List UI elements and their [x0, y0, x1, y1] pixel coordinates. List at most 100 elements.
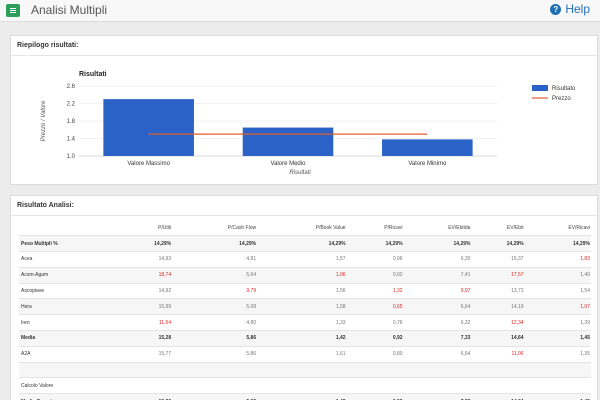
table-row: Media Campione15,285,861,420,927,3314,64… [19, 393, 591, 400]
app-title: Analisi Multipli [31, 3, 108, 17]
column-header: EV/Ebit [506, 224, 524, 231]
table-cell: 1,45 [524, 330, 591, 347]
table-row: Hera 15,99 5,08 1,58 0,65 6,64 14,19 1,07 [19, 298, 591, 315]
chart-title: Risultati [79, 71, 107, 78]
table-cell [403, 361, 472, 378]
table-cell [524, 361, 591, 378]
table-cell: 1,57 [257, 251, 347, 268]
x-tick-label: Valore Massimo [127, 161, 170, 167]
row-label: Iren [19, 314, 119, 331]
table-cell: 1,07 [524, 298, 591, 315]
legend-line-label: Prezzo [552, 96, 571, 102]
analysis-panel: Risultato Analisi: P/Utili P/Cash Flow P/B… [10, 195, 598, 400]
table-cell [257, 361, 347, 378]
column-header: EV/Ebitda [448, 224, 471, 231]
table-cell: 17,57 [471, 266, 525, 284]
table-cell: 1,61 [257, 345, 347, 363]
y-tick-label: 2.2 [67, 102, 76, 108]
table-cell: 5,86 [172, 393, 258, 400]
table-cell: 5,86 [172, 345, 258, 363]
table-cell: 14,29% [524, 235, 591, 252]
x-tick-label: Valore Medio [271, 161, 307, 167]
table-cell: 13,73 [471, 282, 525, 299]
table-cell: 4,80 [172, 314, 258, 331]
summary-panel: Riepilogo risultati: Risultati Prezzo / … [10, 35, 598, 185]
table-cell: 1,42 [257, 393, 347, 400]
table-cell: 9,79 [172, 282, 258, 299]
table-row: Acsm-Agam 18,74 5,64 1,06 0,92 7,41 17,57 1,40 [19, 266, 591, 284]
table-row: Ascopiave 14,92 9,79 1,56 1,32 9,97 13,73 1,54 [19, 282, 591, 299]
table-cell: 1,35 [524, 345, 591, 363]
table-cell: 1,33 [257, 314, 347, 331]
top-bar: Analisi Multipli ? Help [0, 0, 600, 22]
table-row: Peso Multipli % 14,29% 14,29% 14,29% 14,29% 1… [19, 235, 591, 252]
table-cell: 15,99 [119, 298, 173, 315]
table-cell: 1,56 [257, 282, 347, 299]
x-tick-label: Valore Minimo [408, 161, 447, 167]
row-label: Hera [19, 298, 119, 315]
table-cell [346, 361, 404, 378]
legend-bar-label: Risultato [552, 86, 576, 92]
table-cell: 14,29% [119, 235, 173, 252]
table-cell: 1,39 [524, 314, 591, 331]
help-link[interactable]: ? Help [550, 2, 590, 16]
help-icon: ? [550, 3, 562, 15]
analysis-title: Risultato Analisi: [11, 196, 597, 216]
bar-valore-medio[interactable] [242, 127, 334, 156]
bar-valore-massimo[interactable] [103, 99, 194, 156]
table-cell: 1,58 [257, 298, 347, 315]
row-label: Peso Multipli % [19, 235, 119, 252]
table-row: Iren 11,64 4,80 1,33 0,76 6,32 12,34 1,39 [19, 314, 591, 331]
table-cell: 0,65 [346, 298, 404, 315]
table-cell: 14,29% [172, 235, 258, 252]
table-cell: 15,77 [119, 345, 173, 363]
chart-xlabel: Risultati [289, 170, 311, 176]
table-cell: 11,06 [471, 345, 525, 363]
table-cell: 1,54 [524, 282, 591, 299]
column-header: P/Utili [158, 224, 172, 231]
row-label: Acea [19, 251, 119, 268]
table-cell: 14,29% [346, 235, 404, 252]
table-cell: 1,32 [346, 282, 404, 299]
bar-valore-minimo[interactable] [382, 139, 473, 156]
table-cell: 15,37 [471, 251, 525, 268]
table-cell [257, 377, 347, 394]
table-row [19, 361, 591, 378]
table-cell: 0,80 [346, 345, 404, 363]
y-tick-label: 1.4 [67, 137, 76, 143]
table-row: Calcolo Valore [19, 377, 591, 394]
table-cell: 5,64 [172, 266, 258, 284]
table-cell: 1,45 [524, 393, 591, 400]
y-tick-label: 1.8 [67, 119, 76, 125]
row-label: Ascopiave [19, 282, 119, 299]
menu-icon[interactable] [6, 4, 20, 17]
column-header-empty [19, 220, 119, 236]
table-cell [172, 361, 258, 378]
table-cell: 12,34 [471, 314, 525, 331]
table-cell: 14,19 [471, 298, 525, 315]
table-cell: 1,06 [257, 266, 347, 284]
table-cell: 14,29% [257, 235, 347, 252]
table-cell: 0,76 [346, 314, 404, 331]
table-cell: 18,74 [119, 266, 173, 284]
column-header: P/Cash Flow [227, 224, 257, 231]
table-row: Media 15,28 5,86 1,42 0,92 7,33 14,64 1,45 [19, 330, 591, 347]
help-label: Help [565, 2, 590, 16]
table-cell: 1,42 [257, 330, 347, 347]
table-cell: 14,29% [471, 235, 525, 252]
row-label: A2A [19, 345, 119, 363]
table-cell: 1,40 [524, 266, 591, 284]
column-header: P/Book Value [315, 224, 346, 231]
legend-bar-swatch [532, 85, 548, 91]
table-cell: 4,81 [172, 251, 258, 268]
table-cell: 14,29% [403, 235, 472, 252]
table-cell: 9,97 [403, 282, 472, 299]
table-cell: 0,96 [346, 251, 404, 268]
results-chart: Risultati Prezzo / Valore Risultati 2.6 2… [41, 71, 576, 176]
y-tick-label: 2.6 [67, 84, 76, 90]
table-cell: 1,83 [524, 251, 591, 268]
row-label: Media Campione [19, 393, 119, 400]
table-cell [403, 377, 472, 394]
table-cell [119, 377, 173, 394]
table-cell: 15,28 [119, 330, 173, 347]
